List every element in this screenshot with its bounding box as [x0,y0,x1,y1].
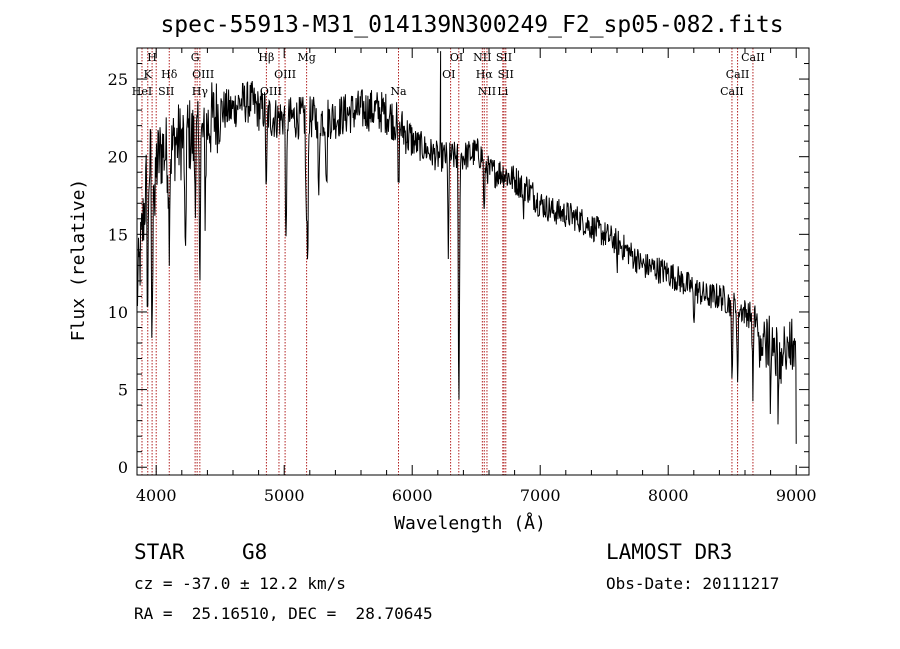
x-tick-label: 4000 [136,486,177,505]
marker-label-hα: Hα [476,68,494,81]
plot-frame [136,47,810,476]
survey-name: LAMOST DR3 [606,540,733,564]
marker-label-nii: NII [478,85,496,98]
x-tick-label: 5000 [264,486,305,505]
marker-label-sii: SII [496,51,512,64]
y-tick-label: 20 [108,148,128,167]
object-class: STAR [134,540,185,564]
marker-label-oi: OI [450,51,463,64]
marker-label-caii: CaII [741,51,765,64]
x-tick-label: 8000 [648,486,689,505]
marker-label-oiii: OIII [274,68,296,81]
x-tick-label: 9000 [776,486,817,505]
y-tick-label: 15 [108,225,128,244]
redshift-readout: cz = -37.0 ± 12.2 km/s [134,574,346,593]
y-axis-ticks: 0 5 10 15 20 25 [108,63,809,477]
marker-label-oiii: OIII [192,68,214,81]
chart-title: spec-55913-M31_014139N300249_F2_sp05-082… [160,12,783,38]
marker-label-h: H [147,51,157,64]
marker-label-oi: OI [442,68,455,81]
x-tick-label: 6000 [392,486,433,505]
y-tick-label: 10 [108,303,128,322]
marker-label-hβ: Hβ [258,51,274,64]
marker-label-hγ: Hγ [192,85,209,98]
marker-label-oiii: OIII [260,85,282,98]
y-tick-label: 5 [118,381,128,400]
x-axis-ticks: 4000 5000 6000 7000 8000 9000 [136,48,817,505]
marker-label-mg: Mg [297,51,315,64]
line-labels: HeIKHSIIHδGOIIIHγHβOIIIOIIIMgNaOIOINIIHα… [132,51,765,98]
marker-label-sii: SII [158,85,174,98]
plot-border [136,47,810,476]
spectral-subclass: G8 [242,540,268,564]
observation-date: Obs-Date: 20111217 [606,574,780,593]
marker-label-k: K [144,68,153,81]
marker-label-na: Na [390,85,407,98]
spectrum-chart: HeIKHSIIHδGOIIIHγHβOIIIOIIIMgNaOIOINIIHα… [68,12,817,534]
coordinates-readout: RA = 25.16510, DEC = 28.70645 [134,604,433,623]
marker-label-hei: HeI [132,85,152,98]
marker-label-caii: CaII [726,68,750,81]
marker-label-hδ: Hδ [161,68,178,81]
marker-label-caii: CaII [720,85,744,98]
y-axis-label: Flux (relative) [68,179,89,342]
x-tick-label: 7000 [520,486,561,505]
flux-series [136,51,797,444]
y-tick-label: 25 [108,70,128,89]
y-tick-label: 0 [118,458,128,477]
x-axis-label: Wavelength (Å) [394,512,546,534]
marker-label-li: Li [497,85,508,98]
marker-label-g: G [191,51,200,64]
marker-label-nii: NII [473,51,491,64]
marker-label-sii: SII [498,68,514,81]
